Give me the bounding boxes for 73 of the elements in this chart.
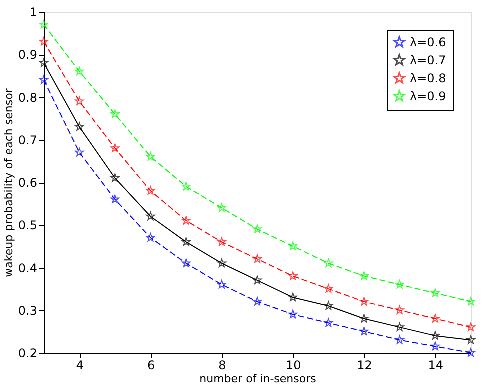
point xyxy=(40,37,48,46)
point xyxy=(360,314,369,323)
point xyxy=(253,297,262,306)
point xyxy=(253,224,262,234)
point xyxy=(360,327,369,336)
point xyxy=(324,258,334,268)
y-tick-label: 0.5 xyxy=(18,218,38,233)
point xyxy=(217,258,226,268)
point xyxy=(395,306,404,314)
point xyxy=(75,122,84,131)
point xyxy=(430,331,440,340)
legend-label: λ=0.7 xyxy=(410,54,446,68)
point xyxy=(253,254,262,264)
point xyxy=(360,272,369,280)
x-axis-title: number of in-sensors xyxy=(200,372,317,386)
point xyxy=(288,272,298,280)
point xyxy=(40,58,48,68)
legend-label: λ=0.8 xyxy=(410,72,446,86)
point xyxy=(288,310,298,319)
point xyxy=(395,280,404,289)
point xyxy=(217,237,226,246)
point xyxy=(430,288,440,298)
y-tick-label: 0.7 xyxy=(18,133,38,148)
point xyxy=(466,336,476,344)
point xyxy=(110,194,120,204)
point xyxy=(288,242,298,250)
point xyxy=(360,297,369,306)
y-tick-label: 0.8 xyxy=(18,90,38,105)
point xyxy=(430,314,440,323)
point xyxy=(40,20,48,29)
y-tick-label: 0.4 xyxy=(18,261,38,276)
point xyxy=(182,182,191,191)
point xyxy=(217,280,226,289)
x-tick-label: 4 xyxy=(76,358,84,372)
point xyxy=(324,318,334,328)
y-tick-label: 0.6 xyxy=(18,176,38,190)
point xyxy=(110,174,120,182)
point xyxy=(146,233,156,242)
point xyxy=(75,96,84,106)
point xyxy=(466,322,476,332)
point xyxy=(288,292,298,302)
y-tick-label: 0.2 xyxy=(18,346,38,360)
point xyxy=(324,284,334,293)
y-axis-title: wakeup probability of each sensor xyxy=(2,88,16,278)
point xyxy=(75,66,84,76)
point xyxy=(75,148,84,157)
point xyxy=(430,342,440,350)
point xyxy=(110,110,120,118)
point xyxy=(324,301,334,310)
x-tick-label: 14 xyxy=(428,358,444,372)
x-tick-label: 10 xyxy=(286,358,302,372)
y-tick-label: 0.9 xyxy=(18,48,38,62)
legend-label: λ=0.6 xyxy=(410,36,446,50)
point xyxy=(395,322,404,332)
point xyxy=(182,258,191,268)
x-tick-label: 6 xyxy=(147,358,156,372)
point xyxy=(40,76,48,84)
x-tick-label: 8 xyxy=(218,358,226,372)
point xyxy=(217,203,226,212)
point xyxy=(182,237,191,246)
point xyxy=(146,212,156,220)
point xyxy=(395,336,404,344)
point xyxy=(253,276,262,284)
point xyxy=(182,216,191,225)
point xyxy=(466,348,476,357)
point xyxy=(466,297,476,306)
x-tick-label: 12 xyxy=(357,358,372,372)
legend-label: λ=0.9 xyxy=(410,90,446,104)
point xyxy=(146,186,156,195)
point xyxy=(146,152,156,161)
point xyxy=(110,144,120,152)
y-tick-label: 1 xyxy=(30,6,38,20)
y-tick-label: 0.3 xyxy=(18,304,38,318)
